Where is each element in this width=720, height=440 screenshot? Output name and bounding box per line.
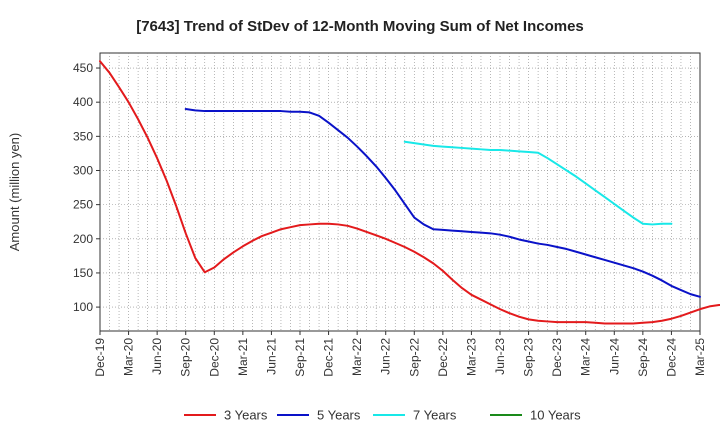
x-tick-label: Sep-24: [636, 338, 650, 377]
grid-lines: [100, 53, 700, 331]
chart-title: [7643] Trend of StDev of 12-Month Moving…: [136, 18, 584, 35]
y-tick-label: 200: [73, 232, 93, 246]
x-tick-label: Dec-22: [436, 338, 450, 377]
x-tick-label: Mar-25: [693, 338, 707, 376]
x-tick-label: Mar-22: [350, 338, 364, 376]
x-tick-label: Mar-24: [579, 338, 593, 376]
x-tick-label: Sep-20: [179, 338, 193, 377]
series-line-5-years: [184, 108, 701, 298]
x-tick-label: Sep-23: [522, 338, 536, 377]
y-tick-label: 450: [73, 61, 93, 75]
x-tick-label: Mar-20: [122, 338, 136, 376]
x-tick-label: Dec-21: [322, 338, 336, 377]
x-axis: Dec-19 Mar-20 Jun-20 Sep-20 Dec-20 Mar-21 Jun-…: [93, 331, 707, 377]
legend-label-10-years: 10 Years: [530, 408, 581, 423]
y-axis: 100 150 200 250 300 350 400 450: [73, 61, 100, 314]
x-tick-label: Dec-20: [207, 338, 221, 377]
legend: 3 Years 5 Years 7 Years 10 Years: [184, 408, 581, 423]
series-line-7-years: [403, 140, 673, 226]
y-axis-label: Amount (million yen): [7, 133, 22, 252]
y-tick-label: 300: [73, 163, 93, 177]
x-tick-label: Dec-24: [664, 338, 678, 377]
y-tick-label: 250: [73, 198, 93, 212]
x-tick-label: Sep-21: [293, 338, 307, 377]
series-lines: [99, 60, 720, 325]
legend-label-7-years: 7 Years: [413, 408, 457, 423]
x-tick-label: Dec-19: [93, 338, 107, 377]
legend-label-5-years: 5 Years: [317, 408, 361, 423]
x-tick-label: Jun-22: [379, 338, 393, 375]
plot-area: [99, 52, 701, 332]
y-tick-label: 350: [73, 129, 93, 143]
legend-label-3-years: 3 Years: [224, 408, 268, 423]
x-tick-label: Sep-22: [407, 338, 421, 377]
y-tick-label: 100: [73, 300, 93, 314]
x-tick-label: Mar-23: [464, 338, 478, 376]
series-line-3-years: [99, 60, 720, 325]
x-tick-label: Dec-23: [550, 338, 564, 377]
x-tick-label: Jun-23: [493, 338, 507, 375]
y-tick-label: 400: [73, 95, 93, 109]
x-tick-label: Jun-21: [264, 338, 278, 375]
x-tick-label: Jun-24: [607, 338, 621, 375]
y-tick-label: 150: [73, 266, 93, 280]
x-tick-label: Jun-20: [150, 338, 164, 375]
x-tick-label: Mar-21: [236, 338, 250, 376]
